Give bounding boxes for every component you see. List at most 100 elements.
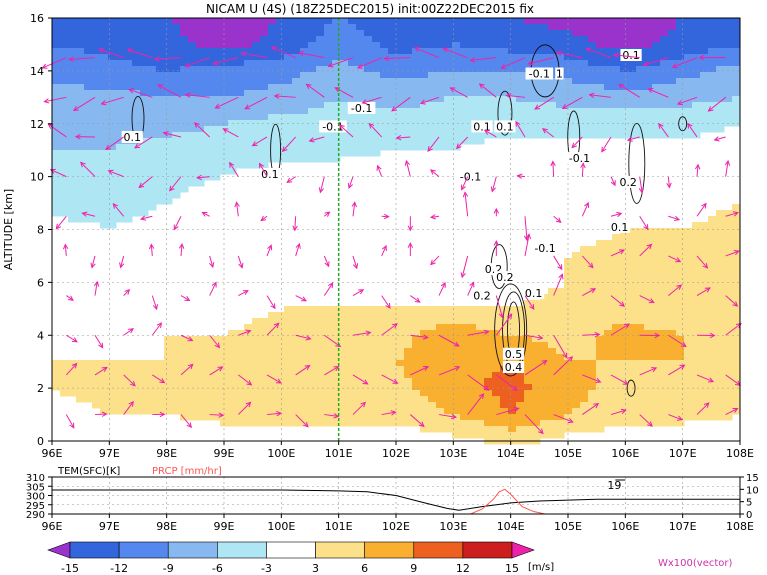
shading-cell <box>580 360 589 367</box>
shading-cell <box>172 114 181 121</box>
shading-cell <box>700 96 709 103</box>
shading-cell <box>716 402 725 409</box>
shading-cell <box>188 414 197 421</box>
shading-cell <box>620 396 629 403</box>
wind-vector-head <box>561 104 568 110</box>
shading-cell <box>556 102 565 109</box>
shading-cell <box>188 84 197 91</box>
wind-vector <box>150 244 153 256</box>
shading-cell <box>188 384 197 391</box>
wind-vector <box>274 95 296 98</box>
wind-vector <box>438 414 457 418</box>
wind-vector-head <box>71 362 78 369</box>
shading-cell <box>68 36 77 43</box>
shading-cell <box>68 108 77 115</box>
shading-cell <box>580 384 589 391</box>
shading-cell <box>356 96 365 103</box>
shading-cell <box>684 372 693 379</box>
shading-cell <box>332 54 341 61</box>
shading-cell <box>620 60 629 67</box>
shading-cell <box>476 138 485 145</box>
shading-cell <box>532 30 541 37</box>
shading-cell <box>236 372 245 379</box>
shading-cell <box>84 48 93 55</box>
shading-cell <box>692 30 701 37</box>
shading-cell <box>580 270 589 277</box>
shading-cell <box>692 258 701 265</box>
shading-cell <box>140 174 149 181</box>
shading-cell <box>644 24 653 31</box>
shading-cell <box>196 144 205 151</box>
shading-cell <box>228 54 237 61</box>
wind-vector <box>69 57 96 60</box>
shading-cell <box>164 108 173 115</box>
shading-cell <box>268 150 277 157</box>
shading-cell <box>172 360 181 367</box>
shading-cell <box>260 366 269 373</box>
shading-cell <box>380 354 389 361</box>
shading-cell <box>204 390 213 397</box>
shading-cell <box>716 30 725 37</box>
shading-cell <box>692 246 701 253</box>
shading-cell <box>500 42 509 49</box>
shading-cell <box>508 336 517 343</box>
shading-cell <box>92 168 101 175</box>
shading-cell <box>700 276 709 283</box>
shading-cell <box>692 288 701 295</box>
shading-cell <box>436 84 445 91</box>
shading-cell <box>724 18 733 25</box>
shading-cell <box>660 312 669 319</box>
shading-cell <box>724 72 733 79</box>
shading-cell <box>676 372 685 379</box>
shading-cell <box>588 126 597 133</box>
shading-cell <box>484 402 493 409</box>
wind-vector-head <box>62 243 69 250</box>
shading-cell <box>652 120 661 127</box>
shading-cell <box>340 324 349 331</box>
shading-cell <box>412 42 421 49</box>
shading-cell <box>132 372 141 379</box>
shading-cell <box>60 372 69 379</box>
shading-cell <box>708 384 717 391</box>
shading-cell <box>164 354 173 361</box>
shading-cell <box>268 42 277 49</box>
shading-cell <box>364 54 373 61</box>
shading-cell <box>428 30 437 37</box>
shading-cell <box>364 84 373 91</box>
shading-cell <box>260 354 269 361</box>
shading-cell <box>692 120 701 127</box>
shading-cell <box>260 336 269 343</box>
shading-cell <box>652 102 661 109</box>
shading-cell <box>484 420 493 427</box>
shading-cell <box>148 390 157 397</box>
shading-cell <box>660 30 669 37</box>
shading-cell <box>716 282 725 289</box>
shading-cell <box>356 372 365 379</box>
shading-cell <box>108 168 117 175</box>
shading-cell <box>484 426 493 433</box>
shading-cell <box>516 432 525 439</box>
wind-vector <box>668 364 685 376</box>
shading-cell <box>620 36 629 43</box>
shading-cell <box>92 90 101 97</box>
wind-vector-head <box>81 211 88 217</box>
shading-cell <box>708 78 717 85</box>
shading-cell <box>52 384 61 391</box>
shading-cell <box>692 90 701 97</box>
shading-cell <box>308 150 317 157</box>
shading-cell <box>244 48 253 55</box>
shading-cell <box>428 132 437 139</box>
shading-cell <box>348 312 357 319</box>
shading-cell <box>588 354 597 361</box>
shading-cell <box>508 312 517 319</box>
shading-cell <box>660 42 669 49</box>
shading-cell <box>220 402 229 409</box>
shading-cell <box>644 132 653 139</box>
shading-cell <box>716 18 725 25</box>
shading-cell <box>540 312 549 319</box>
shading-cell <box>532 36 541 43</box>
shading-cell <box>212 144 221 151</box>
shading-cell <box>548 120 557 127</box>
shading-cell <box>124 84 133 91</box>
